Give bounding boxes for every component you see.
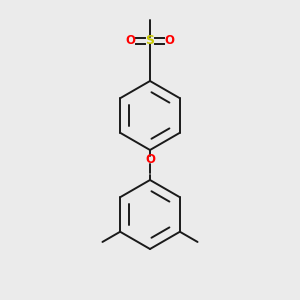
Text: S: S bbox=[146, 34, 154, 47]
Text: O: O bbox=[125, 34, 135, 47]
Text: O: O bbox=[165, 34, 175, 47]
Text: O: O bbox=[145, 153, 155, 166]
